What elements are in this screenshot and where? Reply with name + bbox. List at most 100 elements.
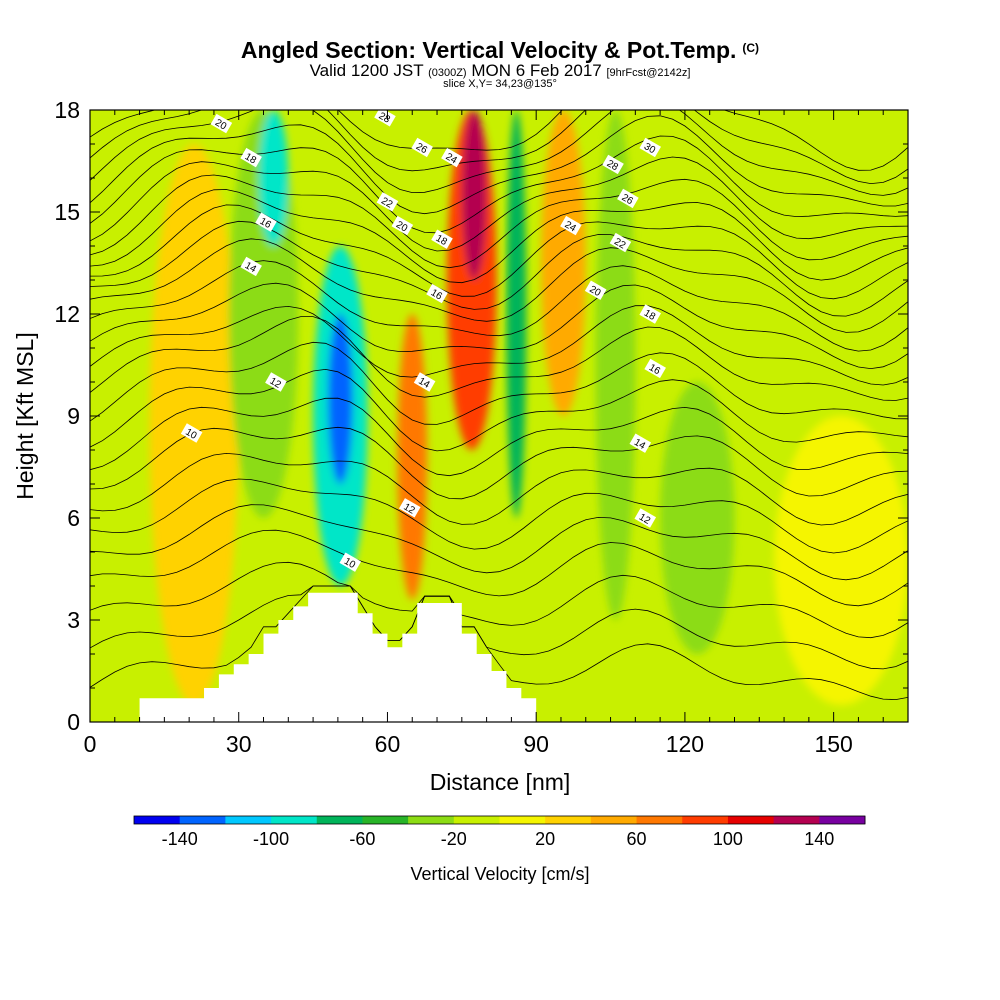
contour-line <box>90 220 908 317</box>
contour-line <box>90 397 908 477</box>
contour-label-text: 20 <box>394 219 410 234</box>
contour-line <box>90 260 908 352</box>
colorbar-swatch <box>408 816 455 824</box>
contour-label-box <box>584 280 607 300</box>
x-tick-label: 120 <box>666 731 704 757</box>
contour-label: 26 <box>617 188 639 209</box>
contour-label-box <box>413 372 436 392</box>
contour-label-text: 14 <box>416 376 432 391</box>
contour-label: 10 <box>339 552 362 572</box>
colorbar-swatch <box>773 816 820 824</box>
contour-label: 12 <box>265 372 287 392</box>
colorbar-frame <box>133 815 866 825</box>
contour-label-box <box>634 508 657 528</box>
y-tick-label: 6 <box>67 505 80 531</box>
velocity-cell <box>774 416 908 705</box>
contour-label-box <box>602 154 624 175</box>
contour-label: 28 <box>374 110 396 127</box>
contour-line <box>90 452 908 526</box>
contour-label: 22 <box>609 232 632 253</box>
contour-label-box <box>180 423 203 443</box>
contour-label-box <box>240 147 262 168</box>
contour-line <box>90 585 908 701</box>
x-tick-label: 60 <box>375 731 401 757</box>
contour-label: 18 <box>639 304 662 324</box>
y-tick-label: 9 <box>67 403 80 429</box>
velocity-cell <box>506 110 527 518</box>
contour-label-text: 26 <box>414 141 430 156</box>
contour-label-box <box>441 147 463 168</box>
contour-line <box>90 529 908 607</box>
contour-line <box>90 174 908 269</box>
contour-label-box <box>431 229 453 249</box>
contour-label-text: 26 <box>620 192 636 207</box>
contour-label: 14 <box>240 256 262 277</box>
colorbar-swatch <box>271 816 318 824</box>
y-tick-label: 3 <box>67 607 80 633</box>
contour-label: 16 <box>644 358 666 379</box>
contour-label-box <box>644 358 666 379</box>
contour-label-text: 22 <box>379 196 395 211</box>
contour-label-box <box>210 113 233 134</box>
contour-label: 24 <box>560 215 582 236</box>
colorbar-tick-label: -20 <box>441 829 467 849</box>
velocity-cell <box>541 110 586 416</box>
contour-line <box>90 478 908 554</box>
contour-label: 18 <box>240 147 262 168</box>
contour-label: 20 <box>584 280 607 300</box>
colorbar-swatch <box>134 816 181 824</box>
velocity-cell <box>397 314 428 600</box>
pot-temp-contours <box>90 110 908 701</box>
contour-label: 16 <box>426 283 448 304</box>
contour-line <box>90 115 908 215</box>
velocity-cell <box>258 110 289 246</box>
contour-label-text: 22 <box>612 236 628 251</box>
contour-line <box>90 204 908 300</box>
velocity-cell <box>595 110 636 620</box>
contour-label-text: 24 <box>444 151 460 166</box>
x-tick-label: 90 <box>523 731 549 757</box>
contour-line <box>90 504 908 581</box>
colorbar-swatch <box>316 816 363 824</box>
colorbar-tick-label: 100 <box>713 829 743 849</box>
colorbar-swatch <box>636 816 683 824</box>
contour-label-text: 28 <box>377 111 393 126</box>
contour-label: 20 <box>391 215 414 236</box>
forecast-info: [9hrFcst@2142z] <box>606 67 691 79</box>
contour-label-box <box>374 110 396 127</box>
contour-label: 14 <box>413 372 436 392</box>
contour-label: 20 <box>210 113 233 134</box>
contour-label-text: 10 <box>183 427 199 442</box>
y-tick-label: 0 <box>67 709 80 735</box>
contour-label-text: 18 <box>434 233 450 248</box>
contour-label-text: 12 <box>268 376 284 391</box>
colorbar-swatch <box>453 816 500 824</box>
contour-label-box <box>639 137 662 158</box>
contour-label-text: 16 <box>429 287 445 302</box>
contour-line <box>90 426 908 500</box>
colorbar-tick-label: -60 <box>349 829 375 849</box>
x-tick-label: 30 <box>226 731 252 757</box>
contour-line <box>90 110 908 171</box>
colorbar-tick-label: -140 <box>162 829 198 849</box>
contour-label-text: 12 <box>401 502 417 517</box>
contour-label: 10 <box>180 423 203 443</box>
contour-line <box>90 282 908 370</box>
contour-line <box>90 110 908 185</box>
colorbar-swatch <box>179 816 226 824</box>
contour-label-text: 14 <box>243 260 259 275</box>
contour-line <box>90 341 908 425</box>
contour-label-box <box>376 192 399 212</box>
valid-utc: (0300Z) <box>428 67 467 79</box>
y-axis-label: Height [Kft MSL] <box>12 332 38 499</box>
colorbar-tick-label: 60 <box>627 829 647 849</box>
contour-label-text: 28 <box>605 158 621 173</box>
contour-label-text: 18 <box>243 151 259 166</box>
contour-label-box <box>617 188 639 209</box>
colorbar-swatch <box>727 816 775 824</box>
velocity-cell <box>660 382 735 654</box>
copyright-mark: (C) <box>742 41 760 55</box>
contour-line <box>90 561 908 639</box>
contour-label-text: 30 <box>642 141 658 156</box>
y-tick-label: 18 <box>54 97 80 123</box>
